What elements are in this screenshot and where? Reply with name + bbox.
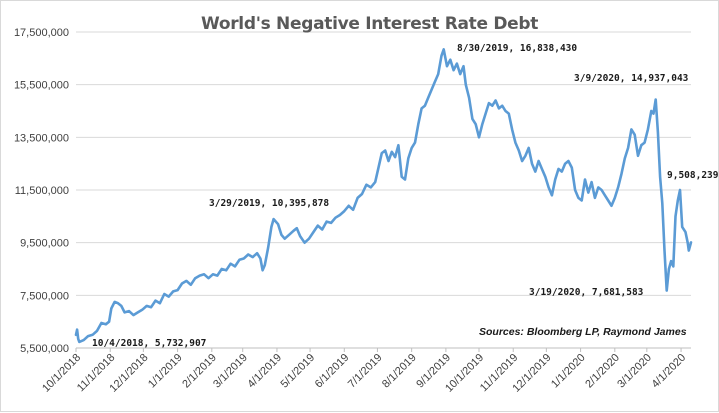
annotation-aug-2019-peak: 8/30/2019, 16,838,430 <box>457 43 577 54</box>
x-tick-label: 8/1/2019 <box>380 352 419 391</box>
x-tick-label: 3/1/2019 <box>211 352 250 391</box>
x-tick-label: 3/1/2020 <box>615 352 654 391</box>
annotation-mar-2020-high: 3/9/2020, 14,937,043 <box>574 73 689 84</box>
source-note: Sources: Bloomberg LP, Raymond James <box>479 326 687 338</box>
x-tick-label: 4/1/2020 <box>649 352 688 391</box>
annotation-mar-2020-low: 3/19/2020, 7,681,583 <box>529 287 644 298</box>
y-tick-label: 15,500,000 <box>14 80 69 92</box>
x-tick-label: 1/1/2020 <box>549 352 588 391</box>
annotation-oct-2018-low: 10/4/2018, 5,732,907 <box>92 338 206 349</box>
negative-debt-series-line <box>74 48 693 344</box>
x-tick-label: 5/1/2019 <box>278 352 317 391</box>
y-tick-label: 13,500,000 <box>14 132 69 144</box>
x-tick-label: 2/1/2020 <box>583 352 622 391</box>
y-tick-label: 9,500,000 <box>20 238 69 250</box>
x-axis-ticks: 10/1/201811/1/201812/1/20181/1/20192/1/2… <box>40 348 688 395</box>
annotation-mar-2019: 3/29/2019, 10,395,878 <box>209 198 329 209</box>
annotation-latest-value: 9,508,239 <box>667 170 719 181</box>
x-tick-label: 4/1/2019 <box>245 352 284 391</box>
y-tick-label: 11,500,000 <box>15 185 69 197</box>
x-tick-label: 6/1/2019 <box>313 352 352 391</box>
y-axis-ticks: 5,500,000 7,500,000 9,500,000 11,500,000 13,… <box>14 27 69 355</box>
gridlines <box>76 31 691 349</box>
y-tick-label: 7,500,000 <box>20 290 69 302</box>
y-tick-label: 17,500,000 <box>14 27 69 39</box>
x-tick-label: 7/1/2019 <box>346 352 385 391</box>
chart-title: World's Negative Interest Rate Debt <box>201 14 538 34</box>
x-tick-label: 1/1/2019 <box>146 352 185 391</box>
y-tick-label: 5,500,000 <box>20 343 69 355</box>
